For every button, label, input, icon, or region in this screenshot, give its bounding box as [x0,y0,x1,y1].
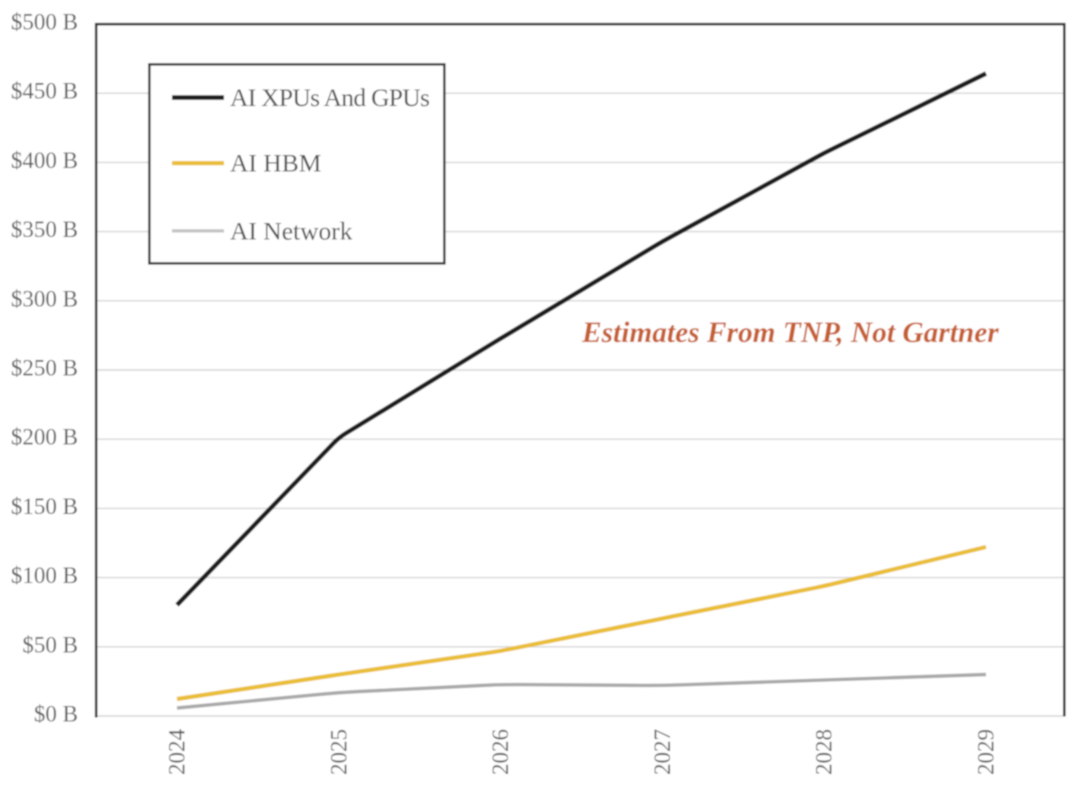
svg-text:$100 B: $100 B [11,563,78,588]
svg-text:$350 B: $350 B [11,217,78,242]
svg-text:$400 B: $400 B [11,148,78,173]
svg-text:2028: 2028 [812,729,837,775]
svg-text:2025: 2025 [326,729,351,775]
svg-text:AI Network: AI Network [230,216,353,245]
svg-text:$150 B: $150 B [11,494,78,519]
svg-text:$0 B: $0 B [34,702,78,727]
svg-text:AI XPUs And GPUs: AI XPUs And GPUs [230,83,429,112]
svg-text:2027: 2027 [650,729,675,775]
svg-text:$200 B: $200 B [11,425,78,450]
svg-text:$500 B: $500 B [11,10,78,35]
svg-text:2029: 2029 [974,729,999,775]
svg-text:2024: 2024 [165,729,190,776]
svg-text:AI HBM: AI HBM [230,149,321,178]
svg-text:Estimates From TNP, Not Gartne: Estimates From TNP, Not Gartner [581,317,999,349]
svg-text:$300 B: $300 B [11,286,78,311]
svg-text:$50 B: $50 B [22,632,78,657]
svg-text:$250 B: $250 B [11,356,78,381]
svg-text:2026: 2026 [488,729,513,775]
svg-text:$450 B: $450 B [11,79,78,104]
